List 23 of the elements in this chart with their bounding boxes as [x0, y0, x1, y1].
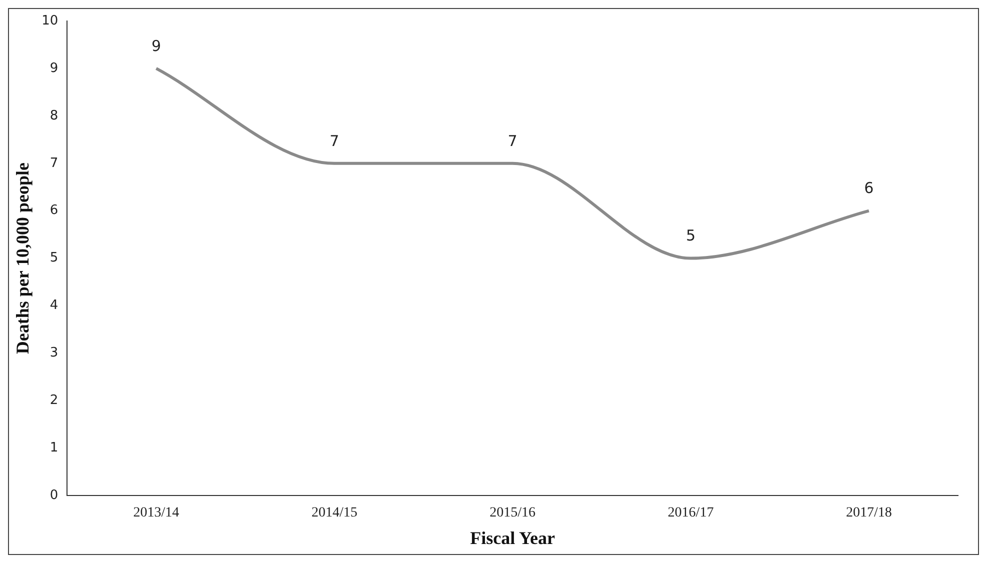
x-tick-label: 2016/17: [668, 506, 714, 521]
x-tick-label: 2014/15: [311, 506, 358, 521]
y-tick-label: 5: [50, 250, 58, 266]
data-label: 7: [330, 132, 340, 150]
y-tick-label: 0: [50, 488, 58, 503]
data-label: 9: [151, 36, 161, 55]
y-tick-label: 9: [50, 60, 58, 76]
data-label: 5: [686, 226, 696, 245]
x-tick-label: 2017/18: [846, 506, 892, 521]
data-label: 6: [864, 179, 874, 198]
data-label: 7: [508, 132, 518, 150]
x-axis-title: Fiscal Year: [470, 528, 555, 548]
y-axis-title: Deaths per 10,000 people: [12, 162, 32, 354]
y-tick-label: 8: [50, 108, 58, 124]
x-tick-label: 2013/14: [133, 506, 180, 521]
y-tick-label: 2: [50, 393, 58, 408]
y-tick-label: 6: [50, 203, 58, 218]
y-tick-label: 10: [42, 13, 58, 28]
y-tick-label: 1: [50, 440, 58, 456]
y-tick-label: 7: [50, 156, 58, 171]
y-tick-label: 3: [50, 346, 58, 361]
y-tick-label: 4: [50, 298, 58, 314]
x-tick-label: 2015/16: [490, 506, 536, 521]
